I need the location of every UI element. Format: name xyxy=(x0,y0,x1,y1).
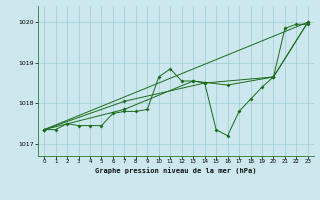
X-axis label: Graphe pression niveau de la mer (hPa): Graphe pression niveau de la mer (hPa) xyxy=(95,167,257,174)
